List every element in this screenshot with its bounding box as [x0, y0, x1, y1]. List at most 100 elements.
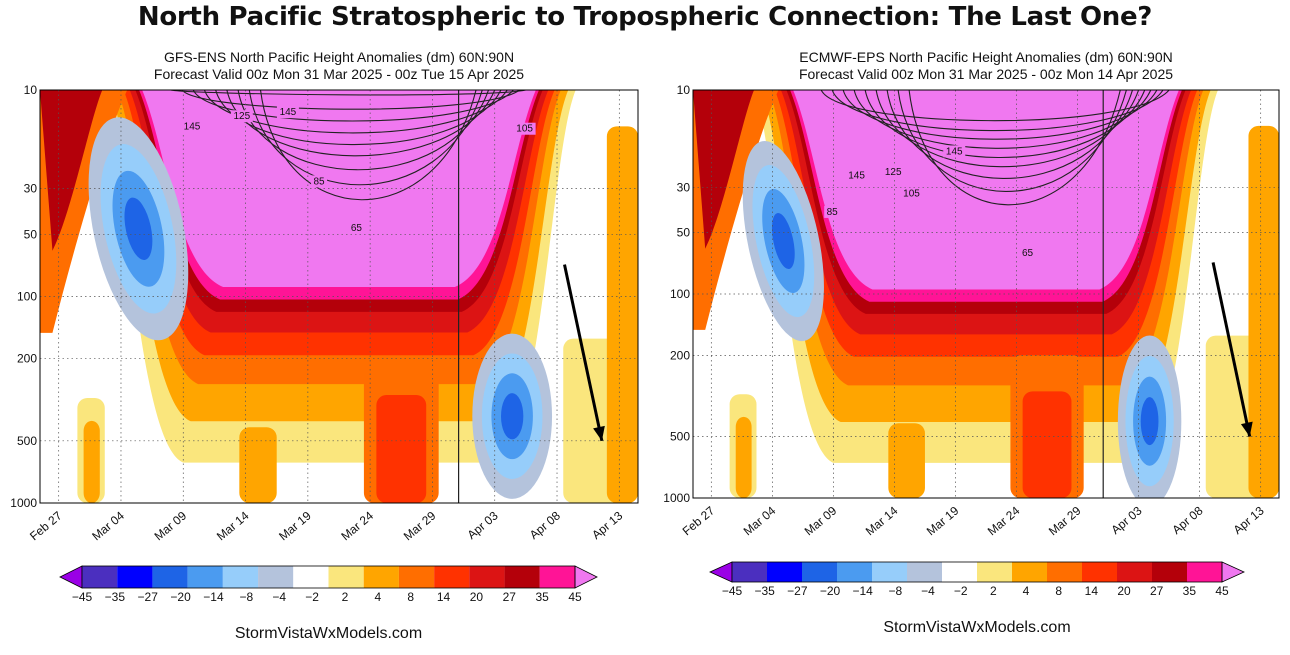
colorbar-tick-label: −45 [72, 590, 93, 604]
y-tick-label: 50 [677, 226, 691, 240]
contour-3 [842, 90, 1158, 140]
contour-label: 105 [903, 189, 920, 200]
panel-title-line1: GFS-ENS North Pacific Height Anomalies (… [164, 49, 514, 65]
y-tick-label: 500 [17, 434, 37, 448]
colorbar-cell [152, 566, 188, 588]
colorbar-tick-label: −2 [954, 584, 968, 598]
colorbar-tick-label: −20 [170, 590, 191, 604]
y-tick-label: 100 [17, 290, 37, 304]
colorbar-tick-label: 14 [437, 590, 451, 604]
contour-label: 125 [233, 111, 250, 122]
warm-column-5 [735, 416, 752, 498]
x-tick-label: Mar 04 [741, 503, 779, 538]
x-tick-label: Mar 19 [924, 503, 962, 538]
colorbar-tick-label: −45 [722, 584, 743, 598]
x-tick-label: Apr 13 [589, 508, 625, 542]
warm-column-7 [606, 126, 638, 503]
colorbar-cell [1187, 562, 1222, 582]
y-tick-label: 100 [670, 287, 690, 301]
contour-7 [886, 90, 1134, 179]
colorbar-min-arrow [709, 561, 733, 583]
trend-arrow-head [1240, 421, 1253, 437]
contour-lines [170, 90, 526, 201]
y-tick-label: 30 [677, 180, 691, 194]
warm-column-2 [1022, 391, 1072, 498]
contour-label: 145 [280, 107, 297, 118]
x-tick-label: Mar 14 [863, 503, 901, 538]
colorbar-cell [222, 566, 259, 588]
colorbar-tick-label: 27 [503, 590, 517, 604]
heatmap-field [40, 90, 638, 503]
x-tick-label: Mar 14 [214, 508, 252, 543]
colorbar-cell [1152, 562, 1187, 582]
colorbar-tick-label: −2 [305, 590, 319, 604]
colorbar-tick-label: 14 [1085, 584, 1099, 598]
colorbar-tick-label: 2 [990, 584, 997, 598]
early-warm-core [40, 90, 103, 251]
contour-2 [181, 90, 520, 110]
colorbar-cell [942, 562, 977, 582]
contour-8 [897, 90, 1127, 192]
colorbar-cell [434, 566, 470, 588]
contour-label: 85 [827, 207, 839, 218]
colorbar-tick-label: −4 [272, 590, 286, 604]
colorbar-tick-label: 35 [535, 590, 549, 604]
colorbar: −45 −35 −27 −20 −14 −8 −4 −2 2 4 8 14 20 27 35 45 [59, 565, 598, 604]
contour-label: 145 [848, 171, 865, 182]
colorbar-tick-label: −14 [203, 590, 224, 604]
anomaly-layer-15 [142, 90, 536, 288]
contour-label: 65 [351, 223, 363, 234]
footer-site: StormVistaWxModels.com [883, 619, 1070, 636]
warm-column-7 [1248, 125, 1279, 498]
x-tick-label: Mar 29 [401, 508, 439, 543]
negative-anomaly-1-4 [124, 197, 153, 261]
contour-1 [170, 90, 526, 96]
grid [40, 89, 638, 504]
colorbar-cell [837, 562, 872, 582]
x-tick-label: Mar 09 [802, 503, 840, 538]
x-tick-label: Mar 24 [338, 508, 376, 543]
colorbar-tick-label: 45 [1215, 584, 1229, 598]
x-tick-label: Feb 27 [27, 508, 65, 543]
contour-label: 145 [184, 121, 201, 132]
colorbar-tick-label: −35 [105, 590, 126, 604]
x-tick-label: Mar 24 [985, 503, 1023, 538]
colorbar-tick-label: −8 [888, 584, 902, 598]
colorbar-cell [258, 566, 294, 588]
colorbar-max-arrow [1221, 561, 1245, 583]
colorbar-tick-label: −4 [921, 584, 935, 598]
contour-label: 65 [1022, 248, 1034, 259]
colorbar-tick-label: −27 [787, 584, 808, 598]
main-title: North Pacific Stratospheric to Troposphe… [137, 2, 1153, 32]
colorbar-tick-label: 45 [568, 590, 582, 604]
warm-column-2 [376, 395, 427, 503]
negative-anomaly-2-4 [1140, 397, 1159, 446]
plot-frame [692, 89, 1280, 499]
colorbar-cell [398, 566, 435, 588]
warm-column-3 [239, 427, 277, 503]
y-tick-label: 50 [24, 227, 38, 241]
colorbar-tick-label: 20 [470, 590, 484, 604]
y-tick-label: 500 [670, 430, 690, 444]
panel-title-line2: Forecast Valid 00z Mon 31 Mar 2025 - 00z… [154, 66, 524, 82]
trend-arrow [563, 264, 604, 442]
x-tick-label: Apr 13 [1231, 503, 1267, 537]
x-tick-label: Mar 29 [1046, 503, 1084, 538]
y-tick-label: 10 [24, 83, 38, 97]
colorbar-cell [504, 566, 540, 588]
x-tick-label: Apr 08 [1169, 503, 1205, 537]
x-tick-label: Mar 19 [276, 508, 314, 543]
warm-column-5 [83, 420, 100, 503]
plot-frame [39, 89, 639, 504]
contour-label: 85 [314, 176, 326, 187]
y-tick-label: 200 [670, 348, 690, 362]
colorbar: −45 −35 −27 −20 −14 −8 −4 −2 2 4 8 14 20 27 35 45 [709, 561, 1245, 598]
colorbar-cell [767, 562, 802, 582]
contour-label: 125 [885, 167, 902, 178]
warm-column-3 [888, 423, 925, 498]
colorbar-tick-label: −8 [239, 590, 253, 604]
contour-9 [908, 90, 1121, 206]
negative-anomaly-1-4 [771, 213, 795, 270]
colorbar-cell [977, 562, 1012, 582]
